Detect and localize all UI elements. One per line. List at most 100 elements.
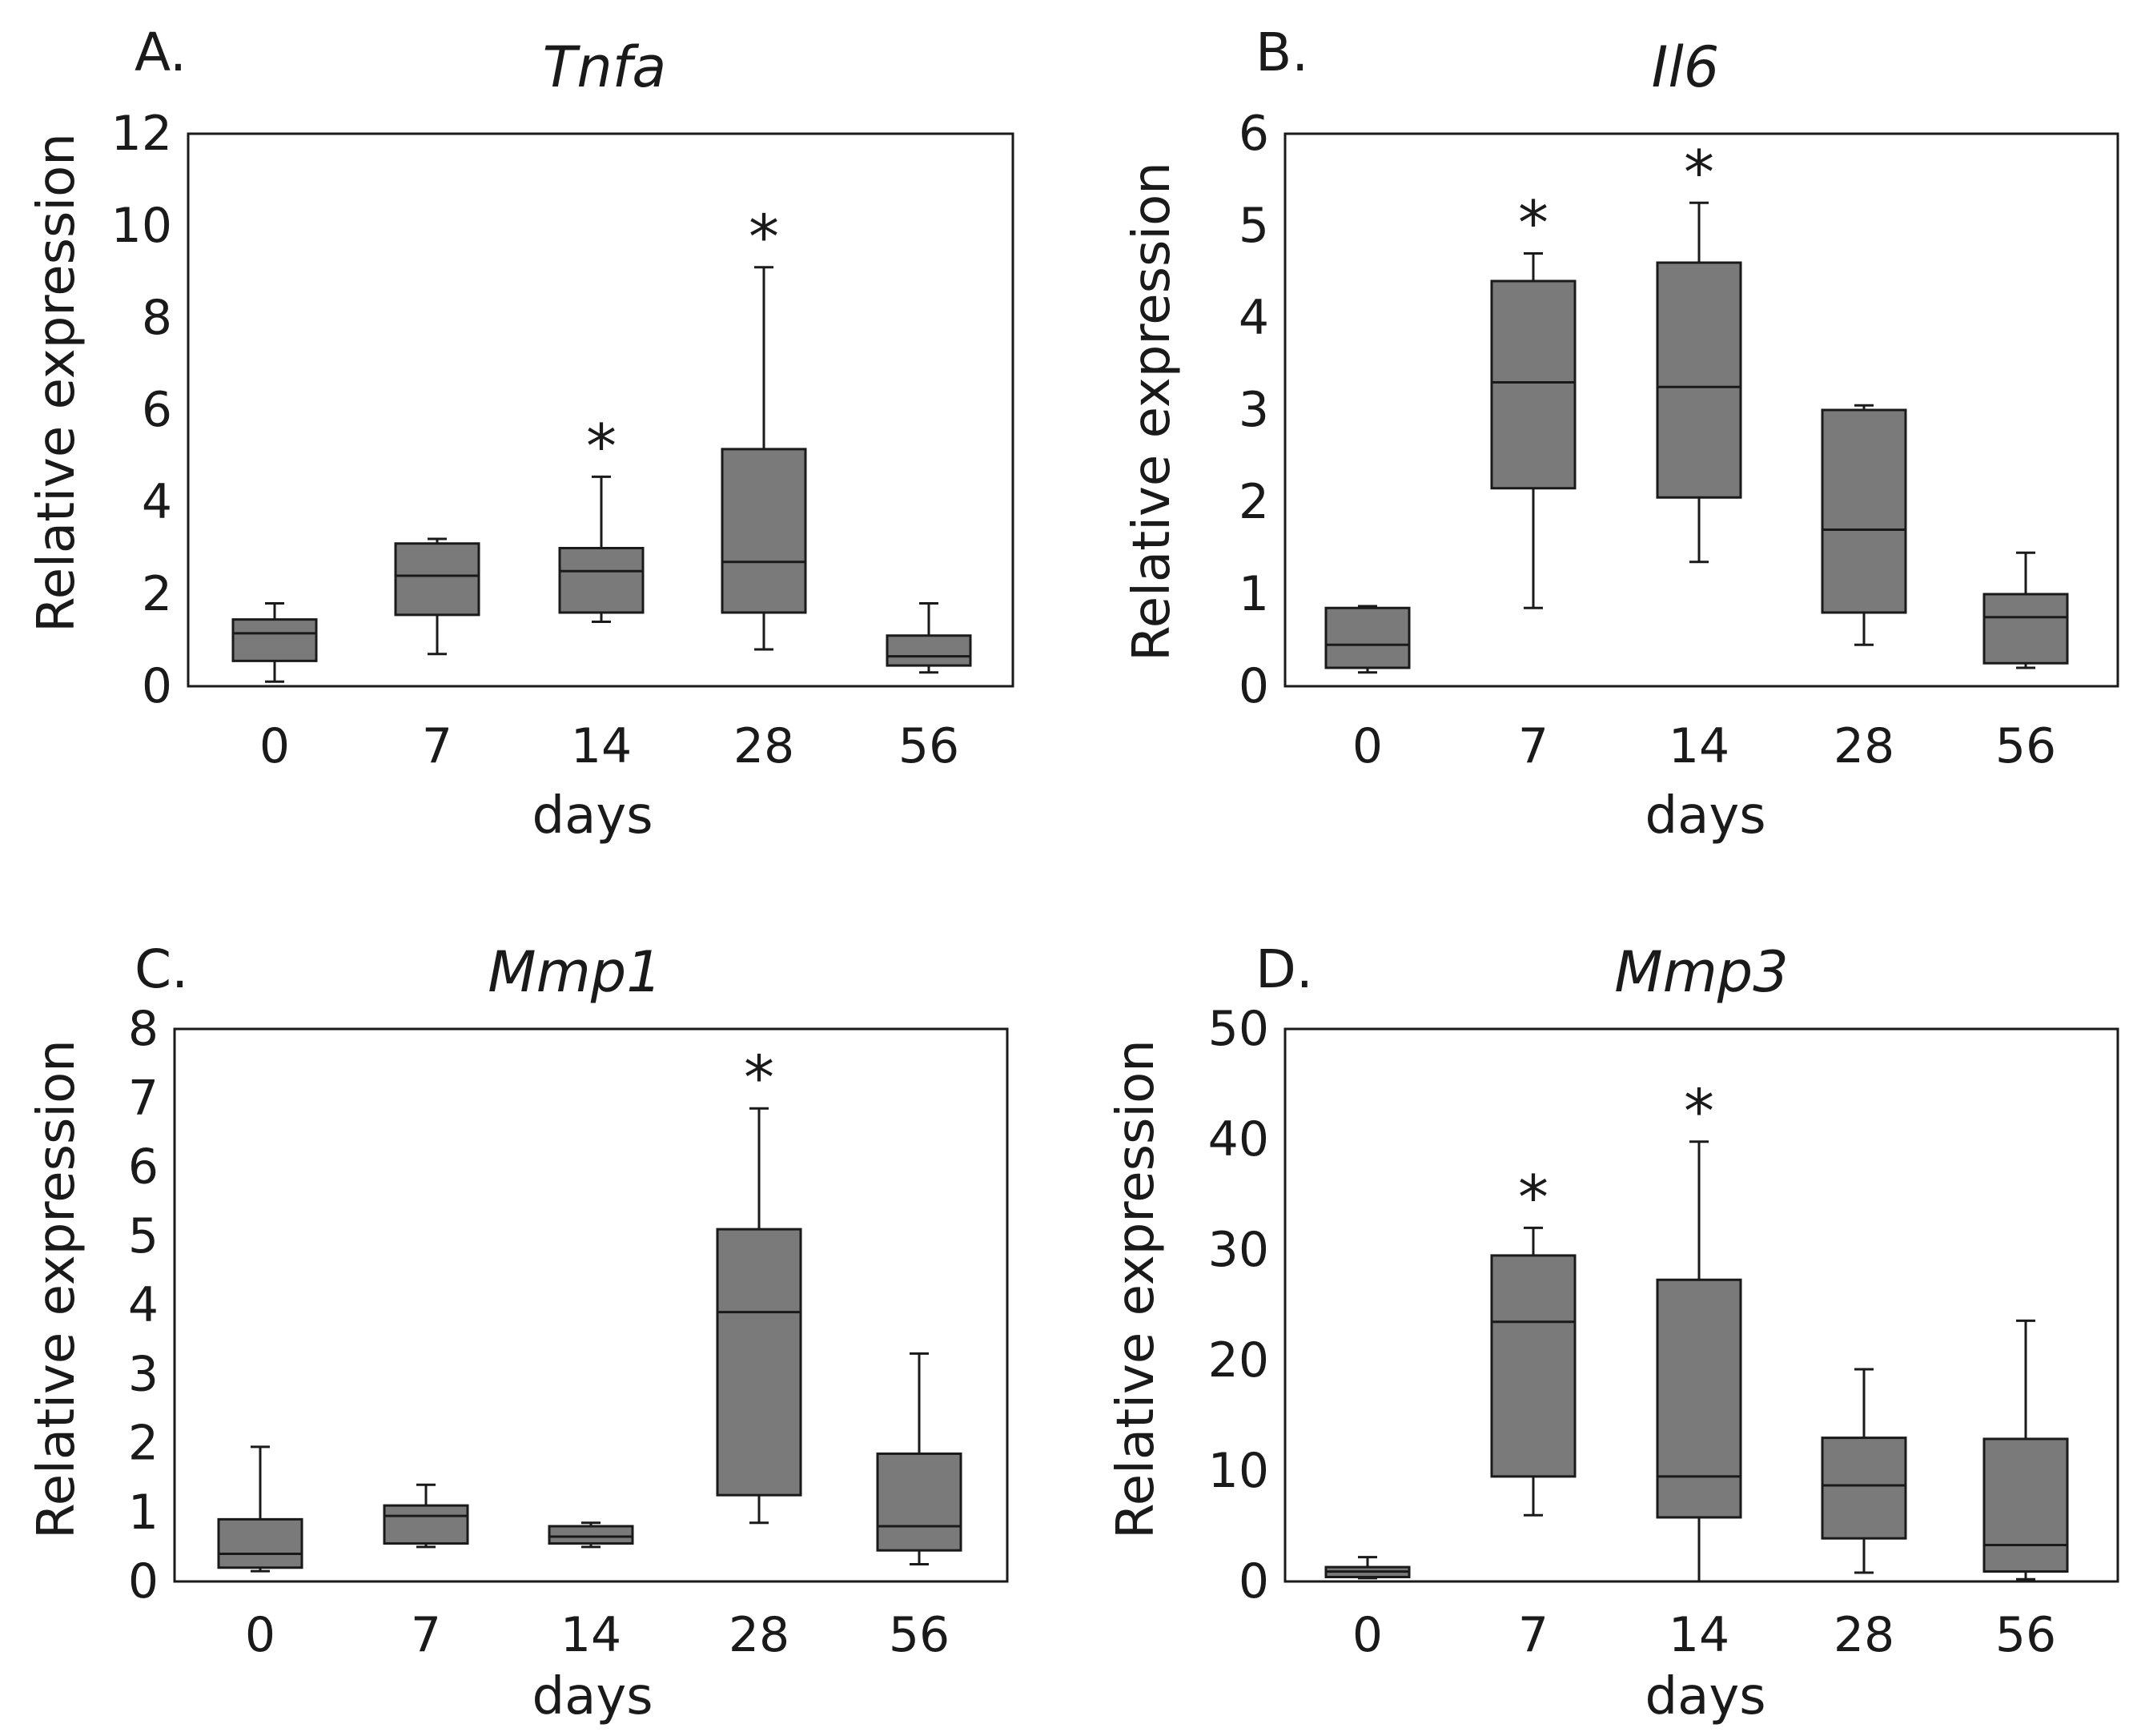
x-axis-label: days <box>532 786 653 846</box>
y-tick-label: 10 <box>1208 1443 1269 1499</box>
box-56 <box>1982 551 2069 669</box>
y-tick-label: 6 <box>142 382 172 438</box>
y-tick-label: 10 <box>111 198 172 254</box>
y-axis-label: Relative expression <box>27 1039 86 1539</box>
significance-marker: * <box>1518 187 1549 259</box>
box-iqr <box>1656 261 1742 499</box>
y-tick-label: 12 <box>111 106 172 162</box>
box-28 <box>1821 1368 1907 1574</box>
box-7 <box>394 537 480 656</box>
x-tick-label: 0 <box>245 1607 275 1663</box>
x-tick-label: 0 <box>259 718 290 774</box>
box-28: * <box>716 1042 802 1525</box>
significance-marker: * <box>586 410 617 481</box>
y-tick-label: 20 <box>1208 1332 1269 1388</box>
y-tick-label: 4 <box>1239 290 1269 346</box>
y-tick-label: 4 <box>142 474 172 530</box>
y-tick-label: 0 <box>1239 1553 1269 1609</box>
box-14: * <box>558 410 645 623</box>
box-0 <box>1324 605 1411 674</box>
x-axis-label: days <box>1645 786 1765 846</box>
chart-title: Tnfa <box>543 34 667 100</box>
box-marks: ** <box>1324 136 2069 674</box>
y-tick-labels: 0 10 20 30 40 50 <box>1208 1001 1269 1609</box>
box-iqr <box>716 1228 802 1497</box>
box-0 <box>217 1445 303 1573</box>
y-tick-labels: 0 1 2 3 4 5 6 7 8 <box>128 1001 159 1609</box>
x-axis-label: days <box>1645 1667 1765 1726</box>
box-14 <box>548 1521 634 1549</box>
x-tick-labels: 0 7 14 28 56 <box>259 718 959 774</box>
box-iqr <box>1982 1437 2069 1573</box>
y-tick-label: 0 <box>142 658 172 714</box>
y-tick-label: 0 <box>1239 658 1269 714</box>
box-iqr <box>1821 1437 1907 1540</box>
box-0 <box>231 602 318 683</box>
x-tick-label: 0 <box>1352 718 1383 774</box>
box-marks: * <box>217 1042 962 1573</box>
box-iqr <box>231 618 318 662</box>
box-iqr <box>1982 593 2069 665</box>
panel-letter: D. <box>1255 938 1313 1000</box>
box-iqr <box>886 634 972 667</box>
y-tick-label: 1 <box>128 1485 159 1541</box>
box-56 <box>886 602 972 674</box>
x-tick-label: 28 <box>729 1607 789 1663</box>
x-tick-label: 56 <box>898 718 959 774</box>
panel-b: B. Il6 Relative expression days ** 01234… <box>1123 22 2119 846</box>
y-tick-label: 5 <box>128 1208 159 1264</box>
panel-d: D. Mmp3 Relative expression days ** 0102… <box>1107 938 2119 1726</box>
y-tick-label: 1 <box>1239 566 1269 622</box>
box-28 <box>1821 404 1907 646</box>
box-14: * <box>1656 136 1742 564</box>
y-tick-label: 2 <box>142 566 172 622</box>
x-tick-label: 14 <box>1669 718 1729 774</box>
significance-marker: * <box>1518 1161 1549 1232</box>
y-tick-label: 40 <box>1208 1111 1269 1167</box>
box-28: * <box>721 201 807 651</box>
y-tick-label: 2 <box>1239 474 1269 530</box>
chart-title: Mmp3 <box>1614 939 1789 1005</box>
x-axis-label: days <box>532 1667 653 1726</box>
panel-a: A. Tnfa Relative expression days ** 0246… <box>27 22 1014 846</box>
x-tick-label: 14 <box>1669 1607 1729 1663</box>
x-tick-label: 14 <box>560 1607 621 1663</box>
chart-title: Il6 <box>1652 34 1720 100</box>
box-iqr <box>558 547 645 614</box>
panel-letter: A. <box>135 22 187 83</box>
x-tick-label: 56 <box>1995 1607 2056 1663</box>
y-tick-label: 3 <box>128 1346 159 1402</box>
y-axis-label: Relative expression <box>27 133 86 633</box>
x-tick-labels: 0 7 14 28 56 <box>1352 1607 2056 1663</box>
y-tick-label: 7 <box>128 1070 159 1126</box>
box-iqr <box>1821 408 1907 614</box>
y-tick-label: 3 <box>1239 382 1269 438</box>
y-tick-label: 8 <box>128 1001 159 1057</box>
significance-marker: * <box>1684 1075 1714 1147</box>
x-tick-label: 28 <box>733 718 794 774</box>
x-tick-labels: 0 7 14 28 56 <box>245 1607 950 1663</box>
box-iqr <box>1490 1254 1577 1478</box>
x-tick-label: 7 <box>1518 718 1549 774</box>
x-tick-label: 7 <box>422 718 452 774</box>
y-tick-label: 2 <box>128 1416 159 1472</box>
box-56 <box>876 1352 962 1565</box>
box-iqr <box>1490 279 1577 490</box>
x-tick-label: 28 <box>1834 1607 1894 1663</box>
y-tick-label: 50 <box>1208 1001 1269 1057</box>
panel-letter: C. <box>135 938 188 1000</box>
significance-marker: * <box>744 1042 774 1113</box>
y-tick-labels: 0 2 4 6 8 10 12 <box>111 106 172 714</box>
box-14: * <box>1656 1075 1742 1583</box>
x-tick-label: 7 <box>411 1607 441 1663</box>
box-iqr <box>217 1517 303 1569</box>
box-marks: ** <box>231 201 972 683</box>
box-iqr <box>394 542 480 617</box>
x-tick-label: 7 <box>1518 1607 1549 1663</box>
y-tick-labels: 0 1 2 3 4 5 6 <box>1239 106 1269 714</box>
y-tick-label: 6 <box>1239 106 1269 162</box>
y-tick-label: 30 <box>1208 1222 1269 1278</box>
panel-letter: B. <box>1255 22 1308 83</box>
x-tick-label: 56 <box>1995 718 2056 774</box>
